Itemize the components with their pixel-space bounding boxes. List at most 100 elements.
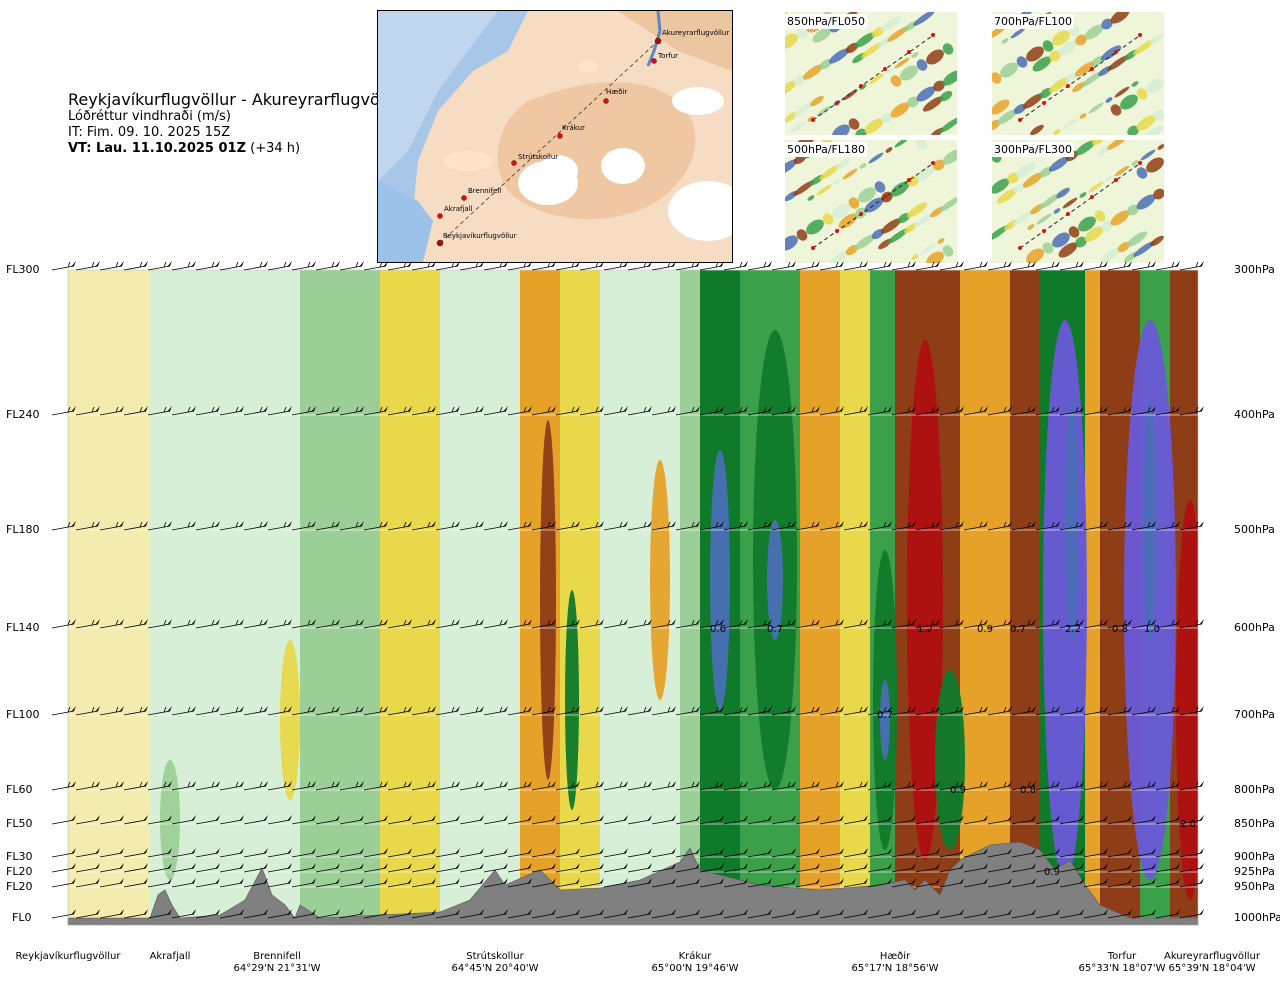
field-patch [1053,129,1061,135]
mini-map-500-graphic [785,140,957,263]
wind-barb [1059,848,1084,858]
wind-barb [267,619,292,629]
field-patch [816,184,832,196]
wind-barb [1083,863,1108,873]
shading-band [800,270,840,925]
field-patch [1136,194,1156,210]
wind-barb [267,878,292,888]
wind-barb [531,706,556,716]
field-patch [1088,102,1104,114]
field-patch [880,218,902,234]
wind-barb [411,706,436,716]
wind-barb [819,406,844,416]
wind-barb [963,261,988,271]
wind-barb [267,521,292,531]
field-patch [880,16,902,32]
wind-barb [915,706,940,716]
wind-barb [51,848,76,858]
wind-barb [963,406,988,416]
wind-barb [1011,848,1036,858]
field-patch [1150,235,1164,247]
wind-barb [531,781,556,791]
wind-barb [411,878,436,888]
location-name: Akrafjall [149,951,191,962]
wind-barb [339,406,364,416]
wind-barb [99,815,124,825]
wind-barb [603,706,628,716]
field-patch [1062,197,1078,209]
wind-barb [411,521,436,531]
wind-barb [363,619,388,629]
wind-barb [51,878,76,888]
field-patch [1039,193,1061,209]
wind-barb [339,863,364,873]
field-patch [1133,39,1155,55]
wind-barb [339,781,364,791]
field-patch [1013,209,1035,225]
wind-barb [915,406,940,416]
wind-barb [939,815,964,825]
wind-barb [1107,619,1132,629]
field-patch [1075,34,1087,46]
wind-barb [1179,706,1204,716]
route-line [1019,161,1143,249]
wind-barb [339,521,364,531]
wind-barb [75,619,100,629]
wind-barb [579,406,604,416]
wind-barb [1035,619,1060,629]
wind-barb [627,863,652,873]
field-patch [854,234,876,250]
map-place-5: Strútskollur [518,153,559,161]
wind-barb [627,406,652,416]
wind-barb [123,619,148,629]
field-patch [832,203,850,219]
route-marker [1066,84,1070,88]
wind-barb [699,781,724,791]
wind-barb [1011,781,1036,791]
field-patch [1127,204,1139,216]
wind-barb [1083,619,1108,629]
wind-barb [435,261,460,271]
wind-barb [675,863,700,873]
map-place-2: Torfur [658,52,679,60]
wind-barb [699,261,724,271]
wind-barb [363,521,388,531]
wind-barb [1179,815,1204,825]
wind-barb [891,406,916,416]
wind-barb [1107,848,1132,858]
shading-blob [650,460,670,700]
wind-barb [99,706,124,716]
route-marker [1018,118,1022,122]
field-patch [1100,45,1122,61]
wind-barb [387,848,412,858]
field-patch [906,202,928,218]
wind-barb [411,261,436,271]
wind-barb [579,706,604,716]
location-coordinate: 65°33'N 18°07'W [1078,963,1166,974]
wind-barb [987,863,1012,873]
wind-barb [891,909,916,919]
field-patch [885,68,893,74]
wind-barb [315,619,340,629]
wind-barb [291,815,316,825]
wind-barb [171,706,196,716]
wind-barb [939,909,964,919]
location-label: Brennifell 64°29'N 21°31'W [217,951,337,975]
wind-barb [1155,781,1180,791]
field-patch [874,181,886,193]
wind-barb [867,521,892,531]
wind-barb [771,521,796,531]
field-patch [992,178,1010,194]
wind-barb [507,909,532,919]
field-patch [887,228,909,244]
flight-level-label: FL0 [12,911,32,924]
field-patch [887,26,909,42]
field-patch [907,96,919,108]
wind-barb [963,863,988,873]
field-patch [1136,167,1148,179]
field-patch [796,27,808,39]
wind-barb [555,521,580,531]
field-patch [1075,236,1087,248]
field-patch [1058,242,1078,258]
field-patch [864,118,884,134]
